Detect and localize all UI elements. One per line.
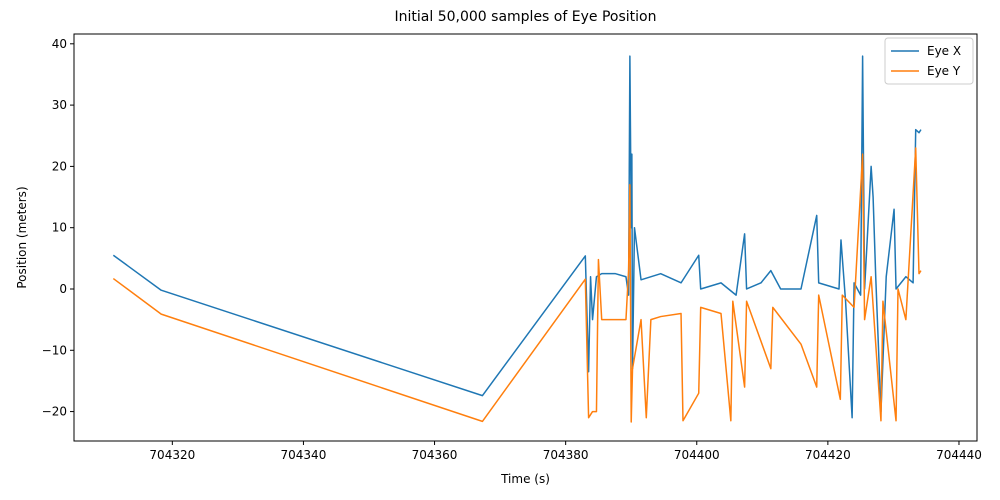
y-tick-label: 10 xyxy=(52,221,67,235)
x-tick-label: 704420 xyxy=(805,448,851,462)
series-line xyxy=(112,55,922,419)
x-axis-label: Time (s) xyxy=(500,472,550,486)
chart-title: Initial 50,000 samples of Eye Position xyxy=(395,9,657,25)
x-tick-label: 704380 xyxy=(543,448,589,462)
y-tick-label: −10 xyxy=(42,343,67,357)
y-tick-label: −20 xyxy=(42,405,67,419)
x-tick-label: 704400 xyxy=(674,448,720,462)
y-tick-label: 40 xyxy=(52,37,67,51)
y-tick-label: 0 xyxy=(59,282,67,296)
series-line xyxy=(112,147,922,423)
legend-label: Eye Y xyxy=(927,64,961,78)
legend-label: Eye X xyxy=(927,44,961,58)
x-tick-label: 704440 xyxy=(936,448,982,462)
legend-box xyxy=(884,37,974,85)
y-tick-label: 20 xyxy=(52,159,67,173)
y-axis-label: Position (meters) xyxy=(15,186,29,288)
plot-frame xyxy=(73,33,978,442)
y-tick-label: 30 xyxy=(52,98,67,112)
x-tick-label: 704320 xyxy=(149,448,195,462)
x-tick-label: 704340 xyxy=(281,448,327,462)
x-tick-label: 704360 xyxy=(412,448,458,462)
